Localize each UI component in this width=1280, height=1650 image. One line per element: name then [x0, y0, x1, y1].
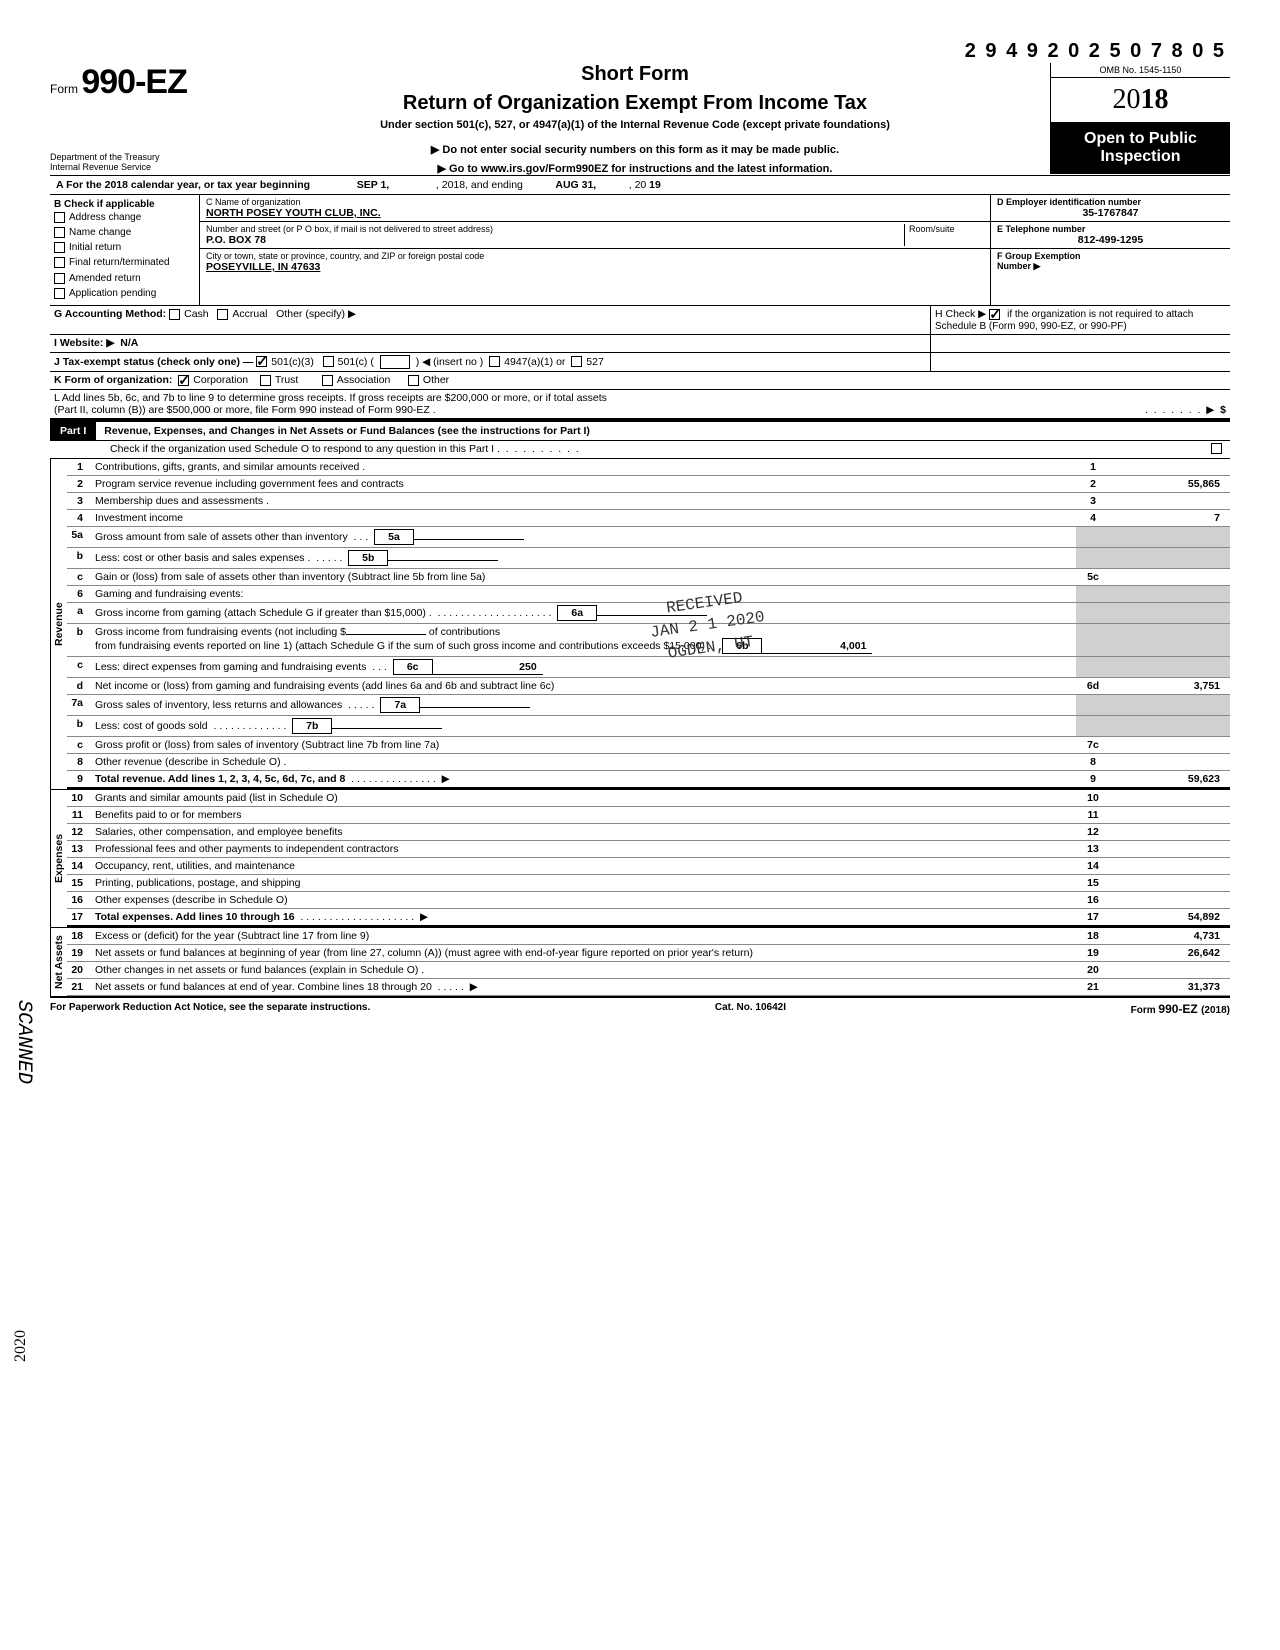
dln-stamp: 2 9 4 9 2 0 2 5 0 7 8 0 5: [50, 40, 1230, 63]
left-date-mark: 2020: [12, 1330, 30, 1362]
chk-trust[interactable]: [260, 375, 271, 386]
chk-501c3[interactable]: [256, 356, 267, 367]
entity-block: B Check if applicable Address change Nam…: [50, 195, 1230, 306]
chk-initial-return[interactable]: [54, 242, 65, 253]
label-form-org: K Form of organization:: [54, 374, 172, 386]
part1-check-line: Check if the organization used Schedule …: [110, 443, 494, 455]
chk-527[interactable]: [571, 356, 582, 367]
label-tax-status: J Tax-exempt status (check only one) —: [54, 356, 253, 368]
chk-final-return[interactable]: [54, 257, 65, 268]
revenue-side-label: Revenue: [50, 459, 67, 789]
label-org-name: C Name of organization: [206, 197, 984, 207]
row-g-h: G Accounting Method: Cash Accrual Other …: [50, 306, 1230, 335]
chk-amended[interactable]: [54, 273, 65, 284]
form-number: 990-EZ: [81, 63, 187, 101]
col-b-header: B Check if applicable: [54, 199, 195, 210]
phone: 812-499-1295: [997, 234, 1224, 246]
line-a: A For the 2018 calendar year, or tax yea…: [50, 175, 1230, 195]
label-website: I Website: ▶: [54, 337, 114, 349]
label-group-exemption: F Group ExemptionNumber ▶: [997, 251, 1224, 272]
chk-corporation[interactable]: [178, 375, 189, 386]
chk-name-change[interactable]: [54, 227, 65, 238]
chk-schedule-b-not-required[interactable]: [989, 309, 1000, 320]
tax-year: 2018: [1051, 78, 1230, 122]
label-ein: D Employer identification number: [997, 197, 1224, 207]
org-name: NORTH POSEY YOUTH CLUB, INC.: [206, 207, 984, 219]
chk-cash[interactable]: [169, 309, 180, 320]
input-501c-num[interactable]: [380, 355, 410, 369]
label-address: Number and street (or P O box, if mail i…: [206, 224, 904, 234]
ein: 35-1767847: [997, 207, 1224, 219]
chk-other-org[interactable]: [408, 375, 419, 386]
part-1-header: Part I Revenue, Expenses, and Changes in…: [50, 420, 1230, 441]
label-city: City or town, state or province, country…: [206, 251, 984, 261]
expenses-side-label: Expenses: [50, 790, 67, 927]
omb-number: OMB No. 1545-1150: [1051, 63, 1230, 78]
scanned-mark: SCANNED: [12, 1000, 35, 1084]
page-footer: For Paperwork Reduction Act Notice, see …: [50, 998, 1230, 1016]
note-url: ▶ Go to www.irs.gov/Form990EZ for instru…: [220, 162, 1050, 175]
open-to-public: Open to Public Inspection: [1051, 122, 1230, 174]
chk-schedule-o[interactable]: [1211, 443, 1222, 454]
website: N/A: [120, 337, 138, 349]
label-room: Room/suite: [909, 224, 984, 234]
chk-app-pending[interactable]: [54, 288, 65, 299]
expenses-table: 10Grants and similar amounts paid (list …: [67, 790, 1230, 927]
dept-treasury: Department of the Treasury: [50, 152, 220, 162]
org-city: POSEYVILLE, IN 47633: [206, 261, 984, 273]
chk-association[interactable]: [322, 375, 333, 386]
revenue-table: 1Contributions, gifts, grants, and simil…: [67, 459, 1230, 789]
line-l-2: (Part II, column (B)) are $500,000 or mo…: [54, 404, 436, 416]
chk-address-change[interactable]: [54, 212, 65, 223]
chk-501c[interactable]: [323, 356, 334, 367]
dept-irs: Internal Revenue Service: [50, 162, 220, 172]
chk-4947[interactable]: [489, 356, 500, 367]
title-main: Return of Organization Exempt From Incom…: [220, 92, 1050, 115]
form-prefix: Form: [50, 82, 78, 96]
netassets-side-label: Net Assets: [50, 928, 67, 996]
org-address: P.O. BOX 78: [206, 234, 904, 246]
line-l-1: L Add lines 5b, 6c, and 7b to line 9 to …: [54, 392, 607, 404]
chk-accrual[interactable]: [217, 309, 228, 320]
label-phone: E Telephone number: [997, 224, 1224, 234]
form-header: Form 990-EZ Department of the Treasury I…: [50, 63, 1230, 175]
netassets-table: 18Excess or (deficit) for the year (Subt…: [67, 928, 1230, 996]
note-ssn: ▶ Do not enter social security numbers o…: [220, 143, 1050, 156]
title-sub: Under section 501(c), 527, or 4947(a)(1)…: [220, 119, 1050, 131]
title-short: Short Form: [220, 63, 1050, 86]
